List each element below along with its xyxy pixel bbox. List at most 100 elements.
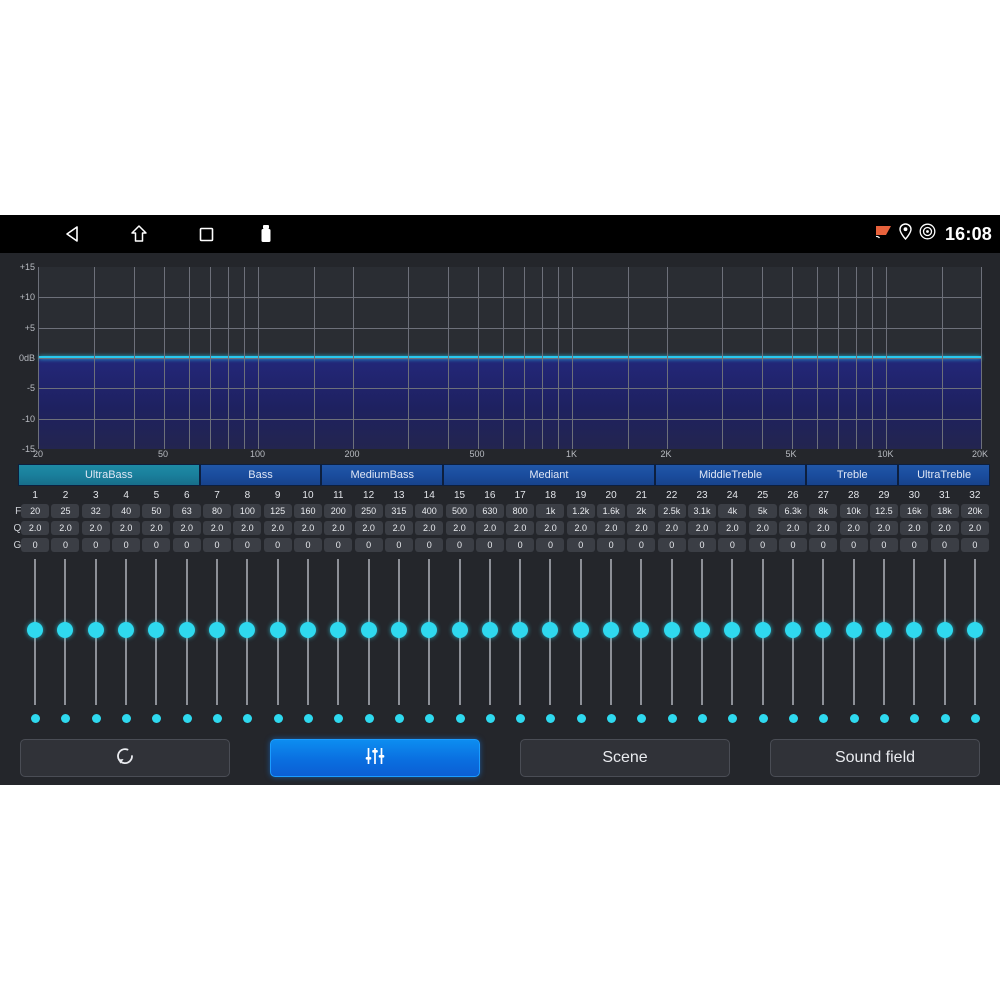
band-slider[interactable]: [293, 555, 323, 735]
reset-button[interactable]: [20, 739, 230, 777]
band-slider[interactable]: [505, 555, 535, 735]
band-slider[interactable]: [778, 555, 808, 735]
slider-thumb[interactable]: [694, 622, 711, 638]
band-slider[interactable]: [717, 555, 747, 735]
gain-cell[interactable]: 0: [930, 538, 959, 552]
gain-cell[interactable]: 0: [81, 538, 110, 552]
band-slider[interactable]: [172, 555, 202, 735]
q-cell[interactable]: 2.0: [475, 521, 504, 535]
graph-plot-area[interactable]: [38, 267, 982, 449]
slider-thumb[interactable]: [906, 622, 923, 638]
gain-cell[interactable]: 0: [51, 538, 80, 552]
slider-indicator-dot[interactable]: [455, 714, 465, 723]
slider-thumb[interactable]: [209, 622, 226, 638]
frequency-cell[interactable]: 315: [384, 504, 413, 518]
slider-indicator-dot[interactable]: [364, 714, 374, 723]
band-slider[interactable]: [869, 555, 899, 735]
band-slider[interactable]: [50, 555, 80, 735]
frequency-cell[interactable]: 400: [415, 504, 444, 518]
band-slider[interactable]: [687, 555, 717, 735]
slider-thumb[interactable]: [512, 622, 529, 638]
frequency-cell[interactable]: 160: [293, 504, 322, 518]
frequency-cell[interactable]: 18k: [930, 504, 959, 518]
slider-thumb[interactable]: [299, 622, 316, 638]
gain-cell[interactable]: 0: [293, 538, 322, 552]
q-cell[interactable]: 2.0: [21, 521, 50, 535]
q-cell[interactable]: 2.0: [324, 521, 353, 535]
gain-cell[interactable]: 0: [142, 538, 171, 552]
slider-indicator-dot[interactable]: [637, 714, 647, 723]
frequency-cell[interactable]: 200: [324, 504, 353, 518]
slider-thumb[interactable]: [481, 622, 498, 638]
slider-indicator-dot[interactable]: [607, 714, 617, 723]
band-slider[interactable]: [202, 555, 232, 735]
slider-indicator-dot[interactable]: [213, 714, 223, 723]
slider-thumb[interactable]: [330, 622, 347, 638]
gain-cell[interactable]: 0: [506, 538, 535, 552]
frequency-cell[interactable]: 40: [112, 504, 141, 518]
gain-cell[interactable]: 0: [354, 538, 383, 552]
slider-thumb[interactable]: [815, 622, 832, 638]
slider-indicator-dot[interactable]: [940, 714, 950, 723]
frequency-cell[interactable]: 1k: [536, 504, 565, 518]
q-cell[interactable]: 2.0: [506, 521, 535, 535]
slider-thumb[interactable]: [936, 622, 953, 638]
slider-indicator-dot[interactable]: [394, 714, 404, 723]
q-cell[interactable]: 2.0: [172, 521, 201, 535]
slider-indicator-dot[interactable]: [182, 714, 192, 723]
band-slider[interactable]: [263, 555, 293, 735]
frequency-cell[interactable]: 32: [81, 504, 110, 518]
band-slider[interactable]: [596, 555, 626, 735]
slider-indicator-dot[interactable]: [698, 714, 708, 723]
frequency-cell[interactable]: 5k: [748, 504, 777, 518]
slider-thumb[interactable]: [784, 622, 801, 638]
slider-indicator-dot[interactable]: [728, 714, 738, 723]
scene-button[interactable]: Scene: [520, 739, 730, 777]
slider-thumb[interactable]: [269, 622, 286, 638]
band-slider[interactable]: [960, 555, 990, 735]
band-slider[interactable]: [475, 555, 505, 735]
band-tab-bass[interactable]: Bass: [199, 464, 322, 486]
band-tab-mediant[interactable]: Mediant: [443, 464, 655, 486]
frequency-cell[interactable]: 1.6k: [597, 504, 626, 518]
frequency-cell[interactable]: 8k: [809, 504, 838, 518]
sound-field-button[interactable]: Sound field: [770, 739, 980, 777]
frequency-cell[interactable]: 800: [506, 504, 535, 518]
slider-thumb[interactable]: [57, 622, 74, 638]
gain-cell[interactable]: 0: [688, 538, 717, 552]
q-cell[interactable]: 2.0: [809, 521, 838, 535]
q-cell[interactable]: 2.0: [415, 521, 444, 535]
frequency-cell[interactable]: 10k: [839, 504, 868, 518]
q-cell[interactable]: 2.0: [142, 521, 171, 535]
band-slider[interactable]: [141, 555, 171, 735]
frequency-cell[interactable]: 1.2k: [566, 504, 595, 518]
gain-cell[interactable]: 0: [748, 538, 777, 552]
band-slider[interactable]: [354, 555, 384, 735]
band-tab-ultrabass[interactable]: UltraBass: [18, 464, 200, 486]
slider-indicator-dot[interactable]: [243, 714, 253, 723]
q-cell[interactable]: 2.0: [718, 521, 747, 535]
slider-thumb[interactable]: [178, 622, 195, 638]
frequency-cell[interactable]: 125: [263, 504, 292, 518]
slider-indicator-dot[interactable]: [303, 714, 313, 723]
slider-thumb[interactable]: [633, 622, 650, 638]
gain-cell[interactable]: 0: [415, 538, 444, 552]
slider-thumb[interactable]: [663, 622, 680, 638]
q-cell[interactable]: 2.0: [384, 521, 413, 535]
gain-cell[interactable]: 0: [718, 538, 747, 552]
slider-thumb[interactable]: [724, 622, 741, 638]
slider-indicator-dot[interactable]: [576, 714, 586, 723]
q-cell[interactable]: 2.0: [233, 521, 262, 535]
slider-thumb[interactable]: [421, 622, 438, 638]
slider-thumb[interactable]: [239, 622, 256, 638]
slider-thumb[interactable]: [148, 622, 165, 638]
band-slider[interactable]: [81, 555, 111, 735]
slider-indicator-dot[interactable]: [122, 714, 132, 723]
frequency-cell[interactable]: 500: [445, 504, 474, 518]
slider-indicator-dot[interactable]: [546, 714, 556, 723]
slider-thumb[interactable]: [572, 622, 589, 638]
frequency-cell[interactable]: 3.1k: [688, 504, 717, 518]
q-cell[interactable]: 2.0: [112, 521, 141, 535]
frequency-cell[interactable]: 20k: [960, 504, 989, 518]
slider-indicator-dot[interactable]: [31, 714, 41, 723]
